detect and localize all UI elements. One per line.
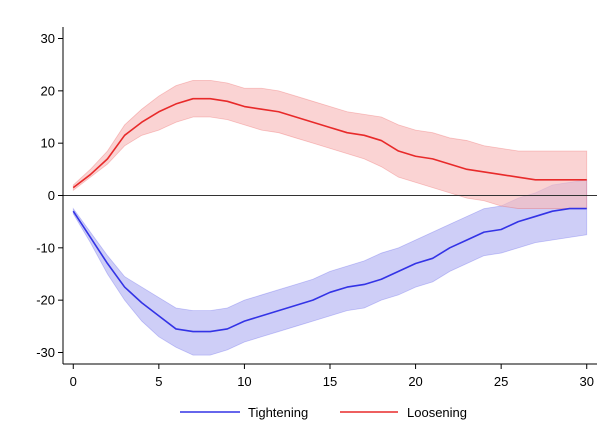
y-tick-label: -10 bbox=[36, 240, 55, 255]
x-tick-label: 20 bbox=[408, 374, 422, 389]
x-tick-label: 10 bbox=[237, 374, 251, 389]
x-tick-label: 0 bbox=[70, 374, 77, 389]
x-tick-label: 25 bbox=[494, 374, 508, 389]
x-tick-label: 30 bbox=[579, 374, 593, 389]
legend: Tightening Loosening bbox=[180, 405, 467, 420]
y-tick-label: 30 bbox=[41, 31, 55, 46]
y-tick-label: -30 bbox=[36, 345, 55, 360]
y-tick-label: 10 bbox=[41, 136, 55, 151]
series-lines bbox=[72, 97, 587, 333]
x-tick-label: 15 bbox=[323, 374, 337, 389]
x-tick-label: 5 bbox=[155, 374, 162, 389]
band-tightening bbox=[72, 179, 588, 356]
legend-item-tightening: Tightening bbox=[180, 405, 308, 420]
y-tick-label: 0 bbox=[48, 188, 55, 203]
axes: -30 -20 -10 0 10 20 30 0 5 10 15 20 25 30 bbox=[36, 27, 597, 389]
series-line-loosening bbox=[72, 97, 587, 189]
y-tick-label: 20 bbox=[41, 83, 55, 98]
series-line-tightening bbox=[72, 207, 587, 333]
confidence-bands bbox=[72, 79, 588, 356]
legend-label: Tightening bbox=[248, 405, 308, 420]
y-tick-label: -20 bbox=[36, 293, 55, 308]
band-loosening bbox=[72, 79, 588, 209]
legend-label: Loosening bbox=[407, 405, 467, 420]
legend-item-loosening: Loosening bbox=[340, 405, 467, 420]
